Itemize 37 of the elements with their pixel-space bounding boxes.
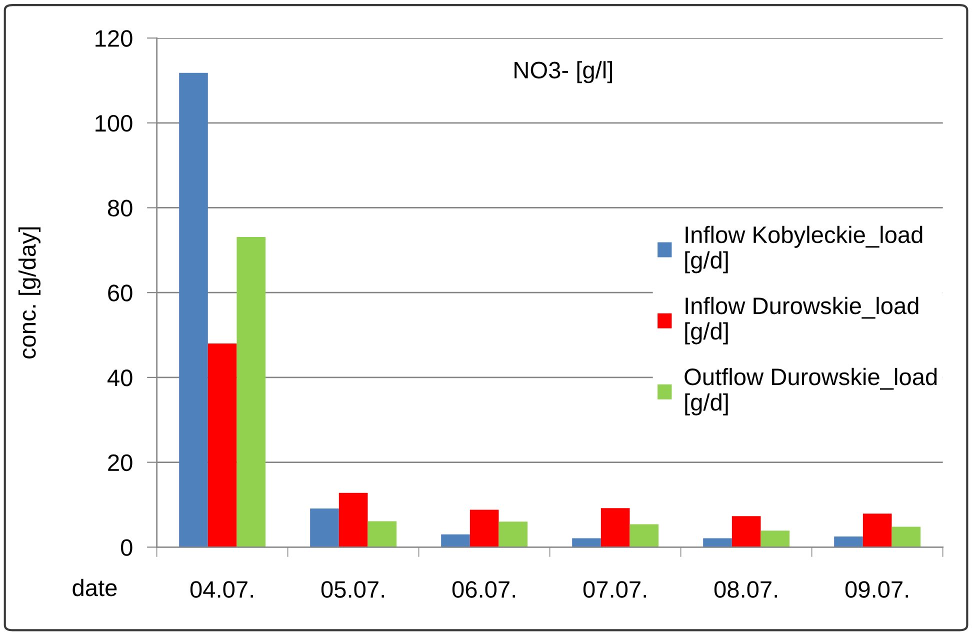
bar [834,536,863,548]
bar [236,237,266,548]
bar [498,522,528,548]
x-tick-label: 06.07. [452,581,515,598]
bar [338,492,368,548]
bar [600,508,630,548]
bar [441,534,470,548]
x-tick-label: 09.07. [845,581,908,598]
y-tick-label: 120 [96,30,132,47]
bar [310,508,339,548]
x-tick-label: 08.07. [714,581,777,598]
bar [760,530,790,548]
bar [892,526,921,548]
y-tick-label: 100 [96,114,132,132]
y-tick-label: 20 [108,454,132,472]
x-tick-label: 07.07. [583,581,646,598]
bar [208,344,237,548]
x-axis-title: date [72,578,117,596]
y-tick-label: 40 [107,370,132,386]
bar [470,510,499,548]
x-tick-label: 04.07. [190,581,253,598]
bar [179,72,208,548]
y-tick-label: 0 [120,539,132,556]
bar [862,514,892,548]
y-tick-label: 60 [108,284,132,302]
bar [368,521,397,548]
x-tick-label: 05.07. [321,581,384,598]
y-axis-title: conc. [g/day] [18,227,40,359]
bar [703,538,732,548]
bar [630,524,659,548]
bar [732,516,761,548]
y-tick-label: 80 [108,200,132,217]
bar [572,538,601,548]
legend-label: Inflow Durowskie_load [g/d] [685,296,918,344]
legend-label: Outflow Durowskie_load [g/d] [684,368,937,416]
text: NO3- [g/l] [514,61,612,84]
legend-label: Inflow Kobyleckie_load [g/d] [685,226,922,274]
